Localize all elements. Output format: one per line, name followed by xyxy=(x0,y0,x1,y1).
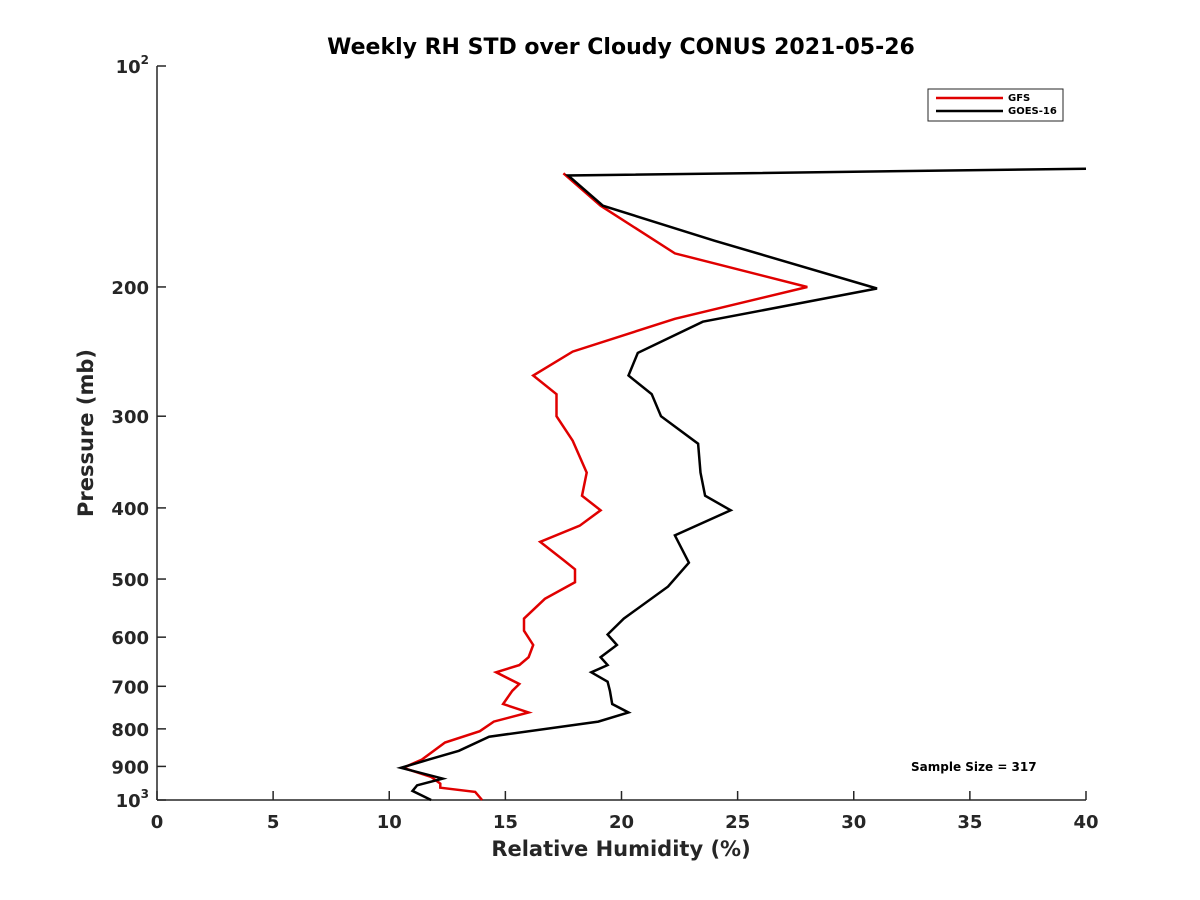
y-axis-ticks: 102 200 300 400 500 600 700 800 900 103 xyxy=(111,53,166,812)
legend: GFS GOES-16 xyxy=(927,88,1064,122)
x-axis-ticks: 0 5 10 15 20 25 30 35 40 xyxy=(151,791,1099,833)
legend-label-goes16: GOES-16 xyxy=(1008,106,1057,117)
x-tick-label: 20 xyxy=(609,812,634,833)
series-lines xyxy=(396,167,1087,802)
sample-size-annotation: Sample Size = 317 xyxy=(911,760,1037,774)
y-tick-label: 700 xyxy=(111,677,149,698)
y-tick-label: 800 xyxy=(111,720,149,741)
chart-title: Weekly RH STD over Cloudy CONUS 2021-05-… xyxy=(327,35,915,60)
x-tick-label: 10 xyxy=(377,812,402,833)
x-tick-label: 40 xyxy=(1073,812,1098,833)
y-tick-label: 300 xyxy=(111,407,149,428)
y-axis-label: Pressure (mb) xyxy=(74,349,98,517)
x-tick-label: 15 xyxy=(493,812,518,833)
x-tick-label: 0 xyxy=(151,812,164,833)
y-tick-label: 103 xyxy=(116,787,149,812)
x-tick-label: 30 xyxy=(841,812,866,833)
y-tick-label: 600 xyxy=(111,628,149,649)
y-tick-label: 900 xyxy=(111,757,149,778)
y-tick-label: 500 xyxy=(111,570,149,591)
series-line-gfs xyxy=(399,172,808,801)
x-tick-label: 5 xyxy=(267,812,280,833)
y-tick-label: 400 xyxy=(111,499,149,520)
y-tick-label: 200 xyxy=(111,278,149,299)
series-line-goes16 xyxy=(396,167,1087,802)
legend-label-gfs: GFS xyxy=(1008,93,1030,104)
y-tick-label: 102 xyxy=(116,53,149,78)
x-axis-label: Relative Humidity (%) xyxy=(491,837,750,861)
legend-box xyxy=(927,88,1064,122)
x-tick-label: 25 xyxy=(725,812,750,833)
x-tick-label: 35 xyxy=(957,812,982,833)
